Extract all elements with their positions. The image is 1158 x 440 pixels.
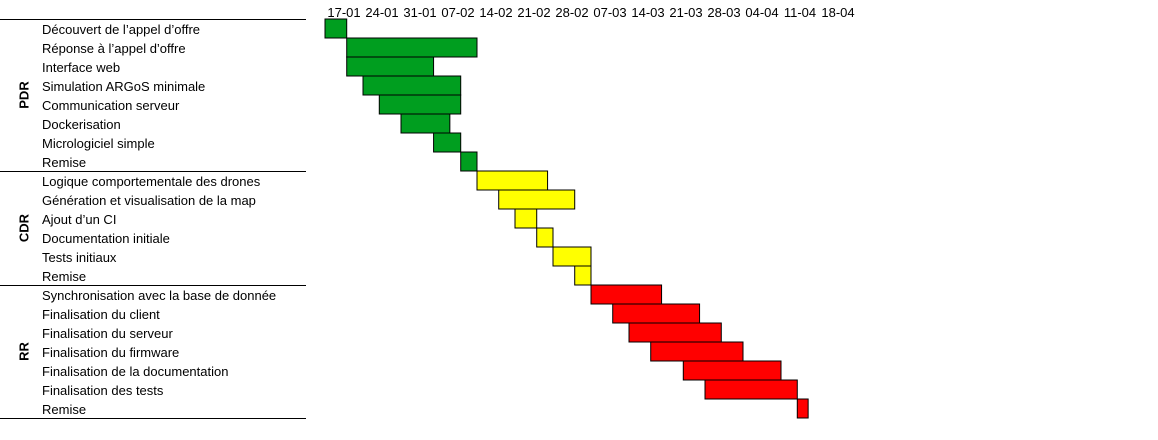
task-label: Dockerisation	[42, 117, 121, 132]
task-label: Ajout d’un CI	[42, 212, 116, 227]
task-label: Documentation initiale	[42, 231, 170, 246]
group-label: PDR	[17, 81, 32, 109]
task-bar	[704, 379, 798, 400]
week-label: 31-01	[403, 5, 436, 20]
task-bar	[574, 265, 592, 286]
task-label: Finalisation du firmware	[42, 345, 179, 360]
week-label: 07-03	[593, 5, 626, 20]
task-bar	[460, 151, 478, 172]
week-label: 07-02	[441, 5, 474, 20]
week-label: 21-02	[517, 5, 550, 20]
task-bar	[346, 56, 435, 77]
week-label: 04-04	[745, 5, 778, 20]
task-label: Remise	[42, 155, 86, 170]
week-label: 14-03	[631, 5, 664, 20]
task-label: Communication serveur	[42, 98, 180, 113]
task-label: Finalisation du client	[42, 307, 160, 322]
week-label: 14-02	[479, 5, 512, 20]
week-label: 24-01	[365, 5, 398, 20]
task-bar	[612, 303, 701, 324]
group-label: RR	[17, 342, 32, 361]
task-label: Interface web	[42, 60, 120, 75]
task-bar	[433, 132, 462, 153]
task-label: Finalisation des tests	[42, 383, 164, 398]
task-bar	[498, 189, 576, 210]
task-label: Génération et visualisation de la map	[42, 193, 256, 208]
task-bar	[536, 227, 554, 248]
task-label: Remise	[42, 402, 86, 417]
task-bar	[400, 113, 451, 134]
task-bar	[796, 398, 809, 419]
task-label: Découvert de l’appel d’offre	[42, 22, 200, 37]
task-label: Tests initiaux	[42, 250, 117, 265]
task-bar	[514, 208, 538, 229]
task-bar	[552, 246, 592, 267]
week-label: 17-01	[327, 5, 360, 20]
week-label: 28-03	[707, 5, 740, 20]
task-label: Finalisation de la documentation	[42, 364, 228, 379]
task-label: Remise	[42, 269, 86, 284]
task-label: Finalisation du serveur	[42, 326, 173, 341]
task-label: Synchronisation avec la base de donnée	[42, 288, 276, 303]
task-bar	[346, 37, 478, 58]
task-bar	[628, 322, 722, 343]
group-label: CDR	[17, 213, 32, 242]
week-label: 28-02	[555, 5, 588, 20]
task-bar	[682, 360, 782, 381]
task-label: Simulation ARGoS minimale	[42, 79, 205, 94]
week-label: 18-04	[821, 5, 854, 20]
week-label: 11-04	[784, 5, 816, 20]
task-bar	[324, 18, 348, 39]
task-label: Réponse à l’appel d’offre	[42, 41, 186, 56]
week-label: 21-03	[669, 5, 702, 20]
task-bar	[650, 341, 744, 362]
task-bar	[590, 284, 663, 305]
task-label: Micrologiciel simple	[42, 136, 155, 151]
task-bar	[378, 94, 462, 115]
task-bar	[362, 75, 462, 96]
task-bar	[476, 170, 549, 191]
task-label: Logique comportementale des drones	[42, 174, 261, 189]
